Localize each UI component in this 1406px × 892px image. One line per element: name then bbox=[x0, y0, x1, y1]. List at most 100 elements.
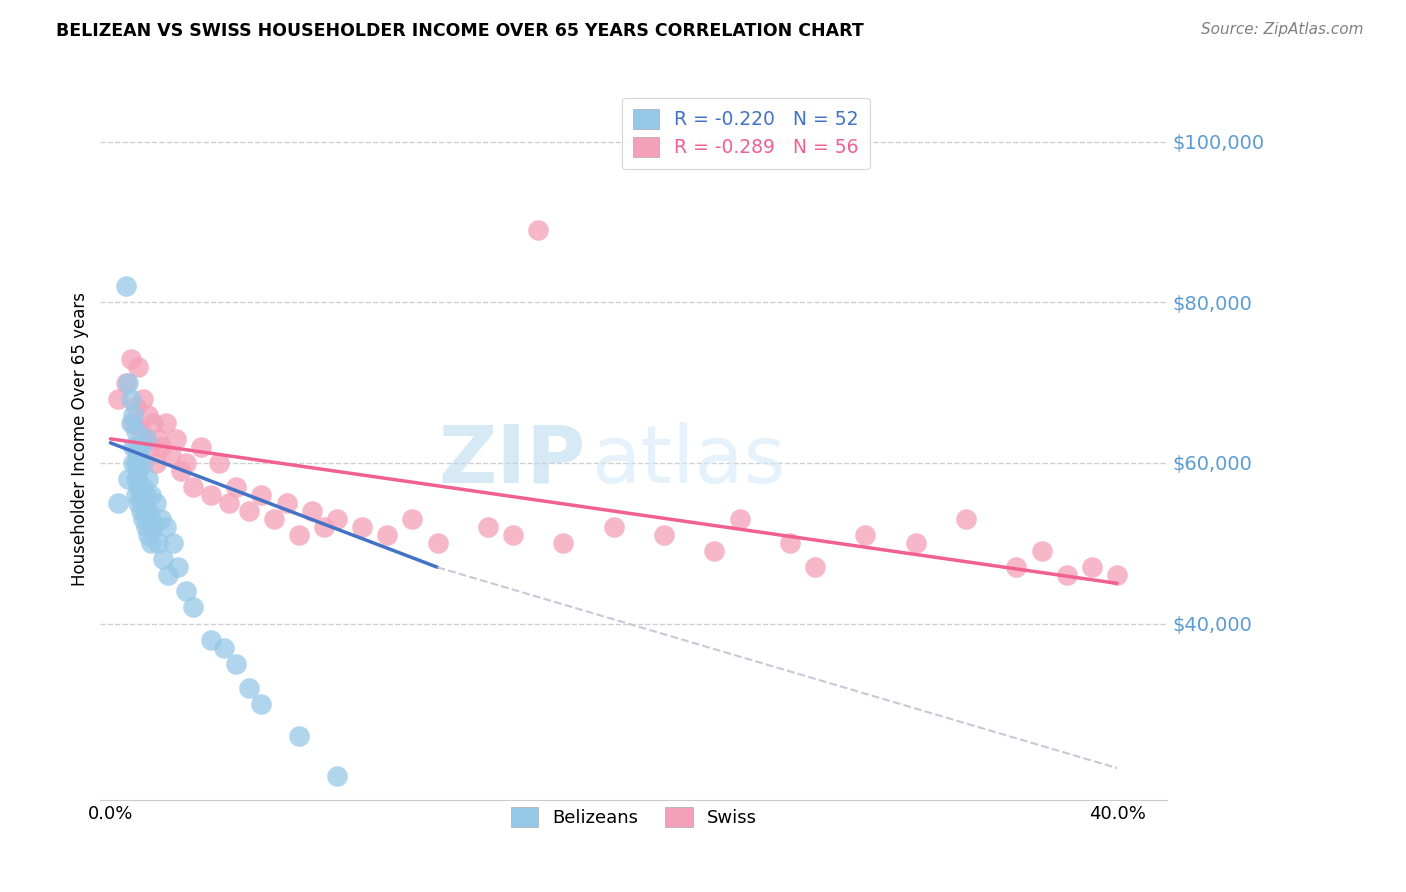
Point bbox=[553, 536, 575, 550]
Text: atlas: atlas bbox=[592, 422, 786, 500]
Text: Source: ZipAtlas.com: Source: ZipAtlas.com bbox=[1201, 22, 1364, 37]
Point bbox=[120, 392, 142, 406]
Point bbox=[225, 657, 247, 671]
Point bbox=[124, 456, 146, 470]
Point bbox=[149, 440, 172, 454]
Point bbox=[136, 528, 159, 542]
Point bbox=[703, 544, 725, 558]
Point bbox=[136, 504, 159, 518]
Point bbox=[779, 536, 801, 550]
Point bbox=[142, 520, 165, 534]
Point bbox=[477, 520, 499, 534]
Point bbox=[1031, 544, 1053, 558]
Point bbox=[250, 488, 273, 502]
Point bbox=[148, 432, 170, 446]
Point bbox=[132, 512, 155, 526]
Point bbox=[190, 440, 212, 454]
Point bbox=[132, 392, 155, 406]
Point bbox=[122, 408, 145, 422]
Point bbox=[120, 416, 142, 430]
Point bbox=[122, 456, 145, 470]
Point bbox=[135, 432, 157, 446]
Point bbox=[139, 488, 162, 502]
Point bbox=[218, 496, 240, 510]
Point bbox=[326, 769, 349, 783]
Point bbox=[139, 536, 162, 550]
Point bbox=[127, 359, 149, 374]
Point bbox=[124, 424, 146, 438]
Point bbox=[183, 600, 205, 615]
Point bbox=[1107, 568, 1129, 582]
Point bbox=[263, 512, 285, 526]
Point bbox=[375, 528, 398, 542]
Point bbox=[165, 432, 187, 446]
Point bbox=[527, 223, 550, 237]
Point bbox=[124, 440, 146, 454]
Point bbox=[804, 560, 827, 574]
Point bbox=[152, 552, 174, 566]
Point bbox=[129, 488, 152, 502]
Point bbox=[225, 480, 247, 494]
Point bbox=[955, 512, 977, 526]
Point bbox=[238, 504, 260, 518]
Point bbox=[167, 560, 190, 574]
Point bbox=[107, 496, 129, 510]
Point bbox=[157, 568, 180, 582]
Point bbox=[174, 456, 197, 470]
Point bbox=[502, 528, 524, 542]
Point bbox=[135, 504, 157, 518]
Point bbox=[117, 376, 139, 390]
Point bbox=[135, 520, 157, 534]
Point bbox=[250, 697, 273, 711]
Point bbox=[904, 536, 927, 550]
Point bbox=[136, 408, 159, 422]
Point bbox=[401, 512, 423, 526]
Point bbox=[142, 416, 165, 430]
Point bbox=[170, 464, 193, 478]
Point bbox=[127, 496, 149, 510]
Point bbox=[352, 520, 374, 534]
Text: BELIZEAN VS SWISS HOUSEHOLDER INCOME OVER 65 YEARS CORRELATION CHART: BELIZEAN VS SWISS HOUSEHOLDER INCOME OVE… bbox=[56, 22, 865, 40]
Point bbox=[114, 376, 136, 390]
Point bbox=[117, 472, 139, 486]
Point bbox=[288, 729, 311, 743]
Y-axis label: Householder Income Over 65 years: Householder Income Over 65 years bbox=[72, 292, 89, 586]
Point bbox=[208, 456, 231, 470]
Point bbox=[314, 520, 336, 534]
Point bbox=[122, 440, 145, 454]
Point bbox=[145, 456, 167, 470]
Point bbox=[174, 584, 197, 599]
Point bbox=[200, 632, 222, 647]
Point bbox=[159, 448, 181, 462]
Point bbox=[200, 488, 222, 502]
Point bbox=[132, 456, 155, 470]
Point bbox=[728, 512, 751, 526]
Point bbox=[129, 504, 152, 518]
Point bbox=[155, 520, 177, 534]
Point bbox=[288, 528, 311, 542]
Point bbox=[139, 512, 162, 526]
Point bbox=[212, 640, 235, 655]
Text: ZIP: ZIP bbox=[439, 422, 586, 500]
Point bbox=[149, 512, 172, 526]
Point bbox=[129, 424, 152, 438]
Point bbox=[127, 448, 149, 462]
Point bbox=[107, 392, 129, 406]
Point bbox=[114, 279, 136, 293]
Point bbox=[426, 536, 449, 550]
Point bbox=[1081, 560, 1104, 574]
Point bbox=[276, 496, 298, 510]
Point bbox=[135, 432, 157, 446]
Point bbox=[124, 488, 146, 502]
Point bbox=[301, 504, 323, 518]
Point bbox=[183, 480, 205, 494]
Point bbox=[155, 416, 177, 430]
Point bbox=[127, 464, 149, 478]
Point bbox=[855, 528, 877, 542]
Point bbox=[603, 520, 626, 534]
Point bbox=[652, 528, 675, 542]
Point bbox=[135, 488, 157, 502]
Point bbox=[238, 681, 260, 695]
Point bbox=[139, 440, 162, 454]
Point bbox=[124, 400, 146, 414]
